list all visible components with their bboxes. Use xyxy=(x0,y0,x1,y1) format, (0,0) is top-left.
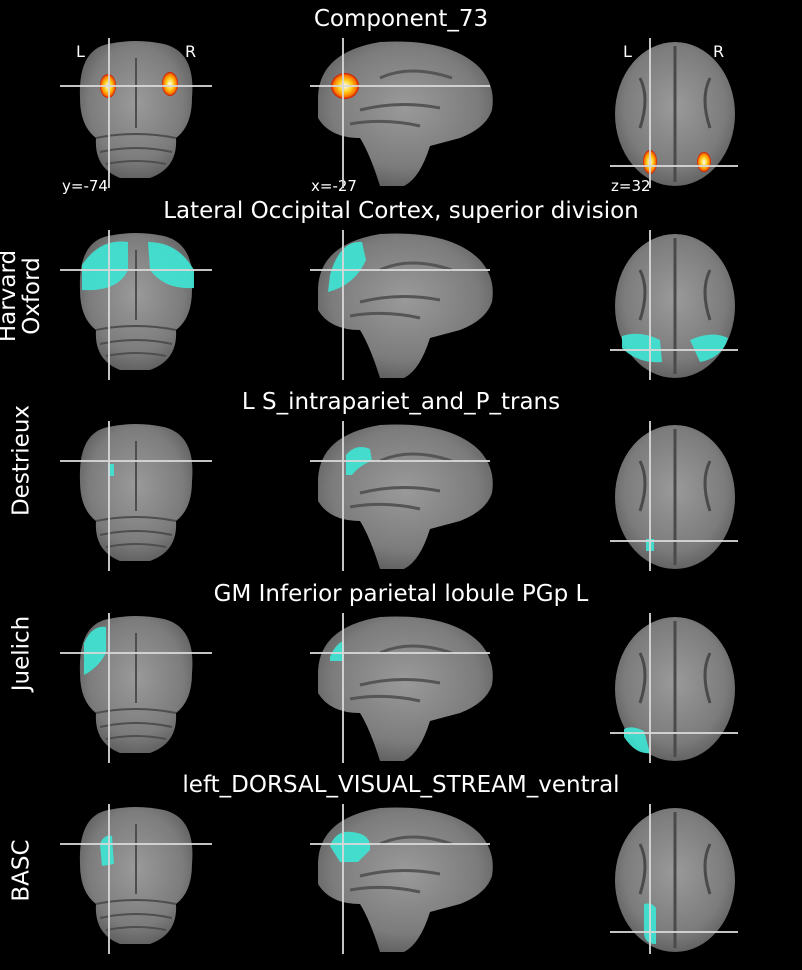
sagittal-sulci xyxy=(349,261,453,320)
axial-left-orientation-label: L xyxy=(623,42,632,61)
row-title-juelich: GM Inferior parietal lobule PGp L xyxy=(213,581,589,607)
cerebellum-folds xyxy=(95,633,177,740)
atlas-overlay-cor-0 xyxy=(82,241,128,291)
axial-sulci xyxy=(638,812,712,948)
sagittal-sulci xyxy=(349,644,453,703)
sagittal-sulci xyxy=(349,452,453,511)
row-title-basc: left_DORSAL_VISUAL_STREAM_ventral xyxy=(182,772,620,798)
sagittal-cut-coordinate: x=-27 xyxy=(311,177,357,195)
row-title-harvard-oxford: Lateral Occipital Cortex, superior divis… xyxy=(163,198,639,224)
axial-right-orientation-label: R xyxy=(713,42,725,61)
cerebellum-folds xyxy=(95,58,177,165)
right-orientation-label: R xyxy=(185,42,197,61)
atlas-overlay-axi-0 xyxy=(622,333,662,363)
atlas-overlay-cor-1 xyxy=(148,242,194,289)
cerebellum-folds xyxy=(95,441,177,548)
sagittal-slice xyxy=(318,807,493,952)
brain-row-destrieux xyxy=(60,421,738,571)
sagittal-sulci xyxy=(349,835,453,894)
atlas-overlay-sag-0 xyxy=(328,241,366,292)
axial-sulci xyxy=(638,621,712,757)
left-orientation-label: L xyxy=(76,42,85,61)
brain-row-basc xyxy=(60,804,738,954)
coronal-cut-coordinate: y=-74 xyxy=(62,177,108,195)
sagittal-slice xyxy=(318,616,493,761)
axial-sulci xyxy=(638,238,712,374)
brain-row-component xyxy=(60,38,738,188)
brain-row-juelich xyxy=(60,613,738,763)
sagittal-slice xyxy=(318,424,493,569)
atlas-overlay-cor-0 xyxy=(84,626,106,675)
atlas-overlay-cor-0 xyxy=(100,835,114,866)
axial-sulci xyxy=(638,46,712,182)
atlas-overlay-sag-0 xyxy=(330,831,371,862)
row-title-destrieux: L S_intrapariet_and_P_trans xyxy=(241,389,561,415)
hot-blob-coronal-right xyxy=(162,72,178,96)
cerebellum-folds xyxy=(95,824,177,931)
atlas-overlay-sag-0 xyxy=(330,641,344,661)
row-title-component: Component_73 xyxy=(313,6,489,32)
axial-sulci xyxy=(638,429,712,565)
hot-blob-axial-right xyxy=(697,152,711,172)
atlas-overlay-axi-1 xyxy=(690,334,728,362)
sagittal-sulci xyxy=(349,69,453,128)
sagittal-slice xyxy=(318,41,493,186)
axial-cut-coordinate: z=32 xyxy=(611,177,651,195)
cerebellum-folds xyxy=(95,250,177,357)
brain-row-harvard-oxford xyxy=(60,230,738,380)
